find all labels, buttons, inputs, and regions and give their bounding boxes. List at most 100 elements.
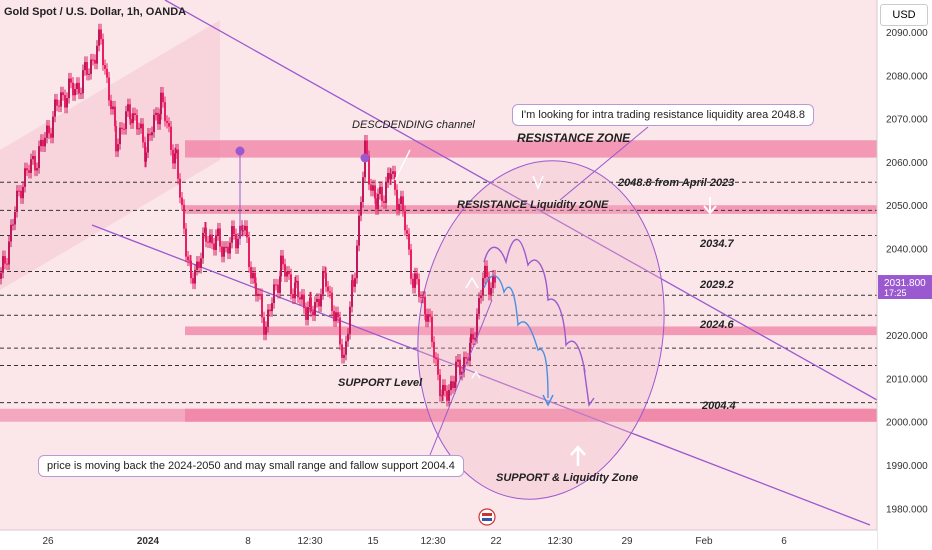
label-descending-channel: DESCDENDING channel: [352, 119, 475, 131]
price-tick-label: 1990.000: [886, 461, 928, 472]
candle-body: [408, 233, 410, 250]
candle-body: [290, 274, 292, 295]
event-flag-icon[interactable]: [478, 508, 496, 526]
candle-body: [396, 189, 398, 210]
candle-body: [72, 82, 74, 96]
candle-body: [194, 269, 196, 284]
candle-body: [383, 201, 385, 204]
candle-body: [125, 111, 127, 130]
candle-body: [145, 152, 147, 162]
arrow-up-small-icon: [465, 276, 479, 289]
candle-body: [366, 140, 368, 157]
candle-body: [187, 256, 189, 261]
ascending-channel-fill: [0, 20, 220, 290]
candle-body: [38, 146, 40, 169]
candle-body: [221, 246, 223, 257]
candle-body: [149, 133, 151, 136]
candle-body: [110, 100, 112, 110]
candle-body: [241, 225, 243, 231]
candle-body: [70, 78, 72, 83]
candle-body: [474, 337, 476, 340]
candle-body: [181, 197, 183, 205]
price-tick-label: 2060.000: [886, 158, 928, 169]
candle-body: [166, 120, 168, 123]
candle-body: [279, 276, 281, 293]
candle-body: [255, 282, 257, 297]
candle-body: [335, 312, 337, 322]
candle-body: [147, 133, 149, 153]
candle-body: [257, 293, 259, 297]
candle-body: [22, 186, 24, 199]
candle-body: [151, 132, 153, 136]
candle-body: [237, 238, 239, 249]
candle-body: [198, 261, 200, 268]
candle-body: [159, 114, 161, 125]
pivot-marker-1: [235, 146, 245, 156]
candle-body: [416, 273, 418, 280]
candle-body: [305, 308, 307, 320]
candle-body: [98, 29, 100, 46]
candle-body: [424, 296, 426, 315]
candle-body: [433, 341, 435, 358]
candle-body: [254, 272, 256, 283]
candle-body: [117, 144, 119, 152]
time-tick-label: 12:30: [420, 536, 445, 547]
candle-body: [267, 309, 269, 327]
candle-body: [84, 62, 86, 71]
candle-body: [10, 224, 12, 242]
candle-body: [469, 343, 471, 361]
candle-body: [54, 99, 56, 117]
candle-body: [68, 78, 70, 99]
candle-body: [48, 125, 50, 134]
candle-body: [390, 173, 392, 180]
candle-body: [40, 139, 42, 147]
time-tick-label: 2024: [137, 536, 160, 547]
callout-resistance-liquidity: I'm looking for intra trading resistance…: [512, 104, 814, 126]
candle-body: [400, 196, 402, 205]
candle-body: [461, 371, 463, 375]
candle-body: [121, 127, 123, 129]
candle-body: [229, 242, 231, 254]
currency-button[interactable]: USD: [880, 4, 928, 26]
candle-body: [162, 92, 164, 103]
candle-body: [157, 112, 159, 125]
price-tick-label: 2050.000: [886, 201, 928, 212]
candle-body: [80, 93, 82, 95]
price-tick-label: 2080.000: [886, 71, 928, 82]
forecast-ellipse: [417, 160, 665, 500]
candle-body: [476, 313, 478, 338]
candle-body: [207, 241, 209, 243]
candle-body: [310, 297, 312, 312]
candle-body: [140, 123, 142, 129]
candle-body: [52, 116, 54, 138]
price-tick-label: 2090.000: [886, 28, 928, 39]
candle-body: [190, 260, 192, 279]
candle-body: [2, 256, 4, 273]
candle-body: [235, 234, 237, 249]
candle-body: [452, 381, 454, 389]
candle-body: [219, 228, 221, 247]
candle-body: [92, 59, 94, 61]
candle-body: [329, 291, 331, 293]
candle-body: [100, 29, 102, 40]
label-support-level: SUPPORT Level: [338, 377, 423, 389]
candle-body: [170, 126, 172, 150]
candle-body: [94, 59, 96, 64]
arrow-down-small-icon: [532, 175, 544, 191]
candle-body: [252, 272, 254, 279]
candle-body: [394, 171, 396, 190]
candle-body: [271, 303, 273, 312]
candle-body: [248, 237, 250, 267]
candle-body: [410, 249, 412, 279]
callout-bottom-connector: [429, 299, 493, 456]
candle-body: [28, 170, 30, 173]
candle-body: [153, 114, 155, 133]
current-price-tag: [878, 275, 932, 300]
candle-body: [217, 228, 219, 236]
candle-body: [459, 359, 461, 375]
candle-body: [422, 296, 424, 298]
projection-path-blue: [483, 275, 549, 399]
projection-arrow-purple: [583, 367, 595, 407]
candle-body: [362, 177, 364, 203]
candle-body: [250, 266, 252, 279]
